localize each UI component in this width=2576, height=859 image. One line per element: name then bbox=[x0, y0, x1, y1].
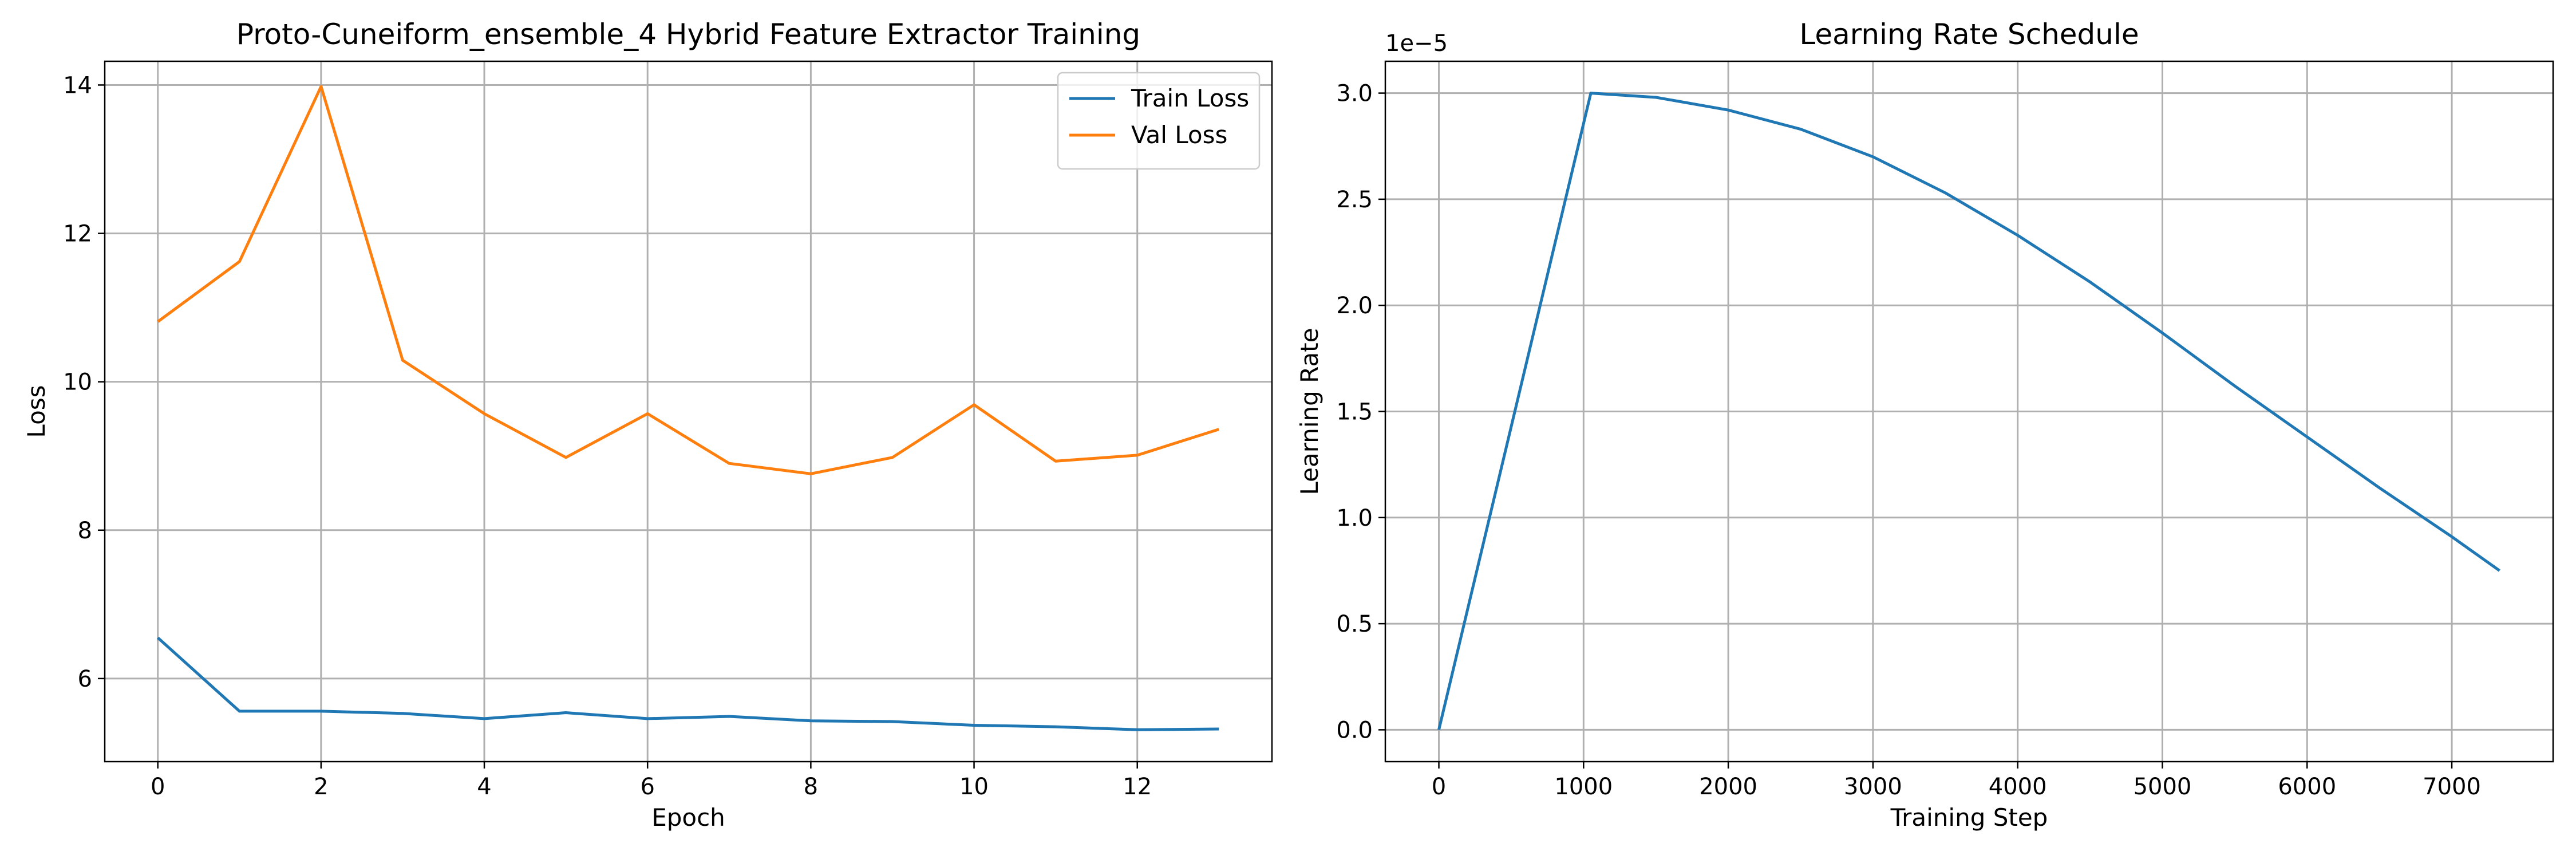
y-tick-label: 10 bbox=[63, 369, 92, 396]
chart-title: Proto-Cuneiform_ensemble_4 Hybrid Featur… bbox=[236, 18, 1140, 51]
x-tick-label: 6 bbox=[640, 774, 654, 800]
x-tick-label: 2000 bbox=[1699, 774, 1757, 800]
x-tick-label: 4 bbox=[477, 774, 491, 800]
legend-label: Train Loss bbox=[1131, 84, 1249, 112]
y-tick-label: 12 bbox=[63, 221, 92, 247]
x-tick-label: 4000 bbox=[1989, 774, 2047, 800]
y-tick-label: 3.0 bbox=[1336, 81, 1373, 107]
chart-title: Learning Rate Schedule bbox=[1799, 18, 2139, 51]
x-tick-label: 0 bbox=[151, 774, 165, 800]
legend: Train Loss Val Loss bbox=[1057, 72, 1261, 170]
y-tick-label: 2.0 bbox=[1336, 293, 1373, 319]
x-axis-label: Training Step bbox=[1890, 803, 2048, 832]
x-tick-label: 8 bbox=[804, 774, 818, 800]
x-tick-label: 6000 bbox=[2278, 774, 2336, 800]
legend-box bbox=[1057, 72, 1261, 170]
x-axis-label: Epoch bbox=[651, 803, 725, 832]
series-line-0 bbox=[1437, 92, 2500, 730]
y-tick-label: 6 bbox=[78, 666, 92, 692]
y-tick-label: 0.5 bbox=[1336, 611, 1373, 637]
y-tick-label: 0.0 bbox=[1336, 717, 1373, 743]
y-tick-label: 14 bbox=[63, 72, 92, 98]
training-loss-panel: 0 2 4 6 8 10 12 6 8 10 12 14 Proto-Cuneiform_ensembl… bbox=[22, 18, 1273, 832]
x-tick-label: 2 bbox=[314, 774, 328, 800]
x-tick-label: 5000 bbox=[2134, 774, 2192, 800]
y-tick-label: 1.0 bbox=[1336, 505, 1373, 531]
legend-label: Val Loss bbox=[1131, 121, 1227, 149]
x-tick-label: 10 bbox=[959, 774, 989, 800]
y-axis-label: Learning Rate bbox=[1295, 328, 1323, 495]
y-axis-label: Loss bbox=[22, 385, 50, 438]
x-tick-label: 12 bbox=[1123, 774, 1152, 800]
y-offset-label: 1e−5 bbox=[1385, 30, 1448, 57]
series-line-train-loss bbox=[157, 636, 1219, 731]
y-tick-label: 8 bbox=[78, 518, 92, 544]
series-line-val-loss bbox=[157, 85, 1220, 475]
x-tick-label: 3000 bbox=[1844, 774, 1902, 800]
y-tick-label: 1.5 bbox=[1336, 399, 1373, 425]
x-tick-label: 0 bbox=[1432, 774, 1446, 800]
learning-rate-panel: 0 1000 2000 3000 4000 5000 6000 7000 0.0 0.5 1.0 1.… bbox=[1295, 18, 2554, 832]
x-tick-label: 1000 bbox=[1554, 774, 1613, 800]
x-tick-label: 7000 bbox=[2423, 774, 2481, 800]
y-tick-label: 2.5 bbox=[1336, 187, 1373, 213]
plot-frame bbox=[104, 60, 1273, 763]
